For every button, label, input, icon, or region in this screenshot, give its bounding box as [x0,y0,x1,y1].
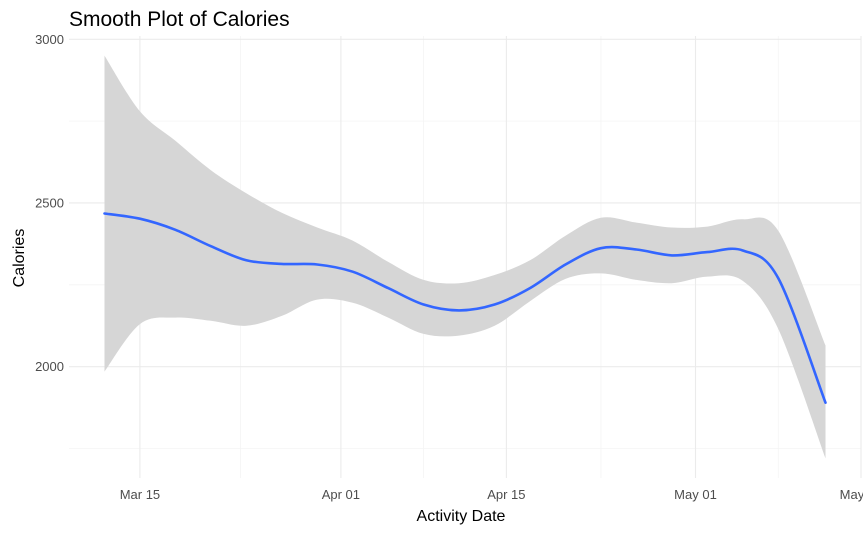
confidence-ribbon [104,55,826,459]
y-tick-label: 2500 [35,195,64,210]
x-tick-label: Mar 15 [120,487,160,502]
y-axis-title: Calories [11,229,28,288]
x-tick-label: May 15 [840,487,863,502]
x-tick-label: May 01 [674,487,717,502]
x-tick-label: Apr 01 [322,487,360,502]
y-tick-labels: 2000 2500 3000 [35,32,64,374]
x-tick-labels: Mar 15 Apr 01 Apr 15 May 01 May 15 [120,487,863,502]
y-tick-label: 2000 [35,359,64,374]
x-tick-label: Apr 15 [487,487,525,502]
chart-title: Smooth Plot of Calories [69,8,290,31]
y-tick-label: 3000 [35,32,64,47]
x-axis-title: Activity Date [417,508,506,525]
smooth-line [103,212,827,404]
